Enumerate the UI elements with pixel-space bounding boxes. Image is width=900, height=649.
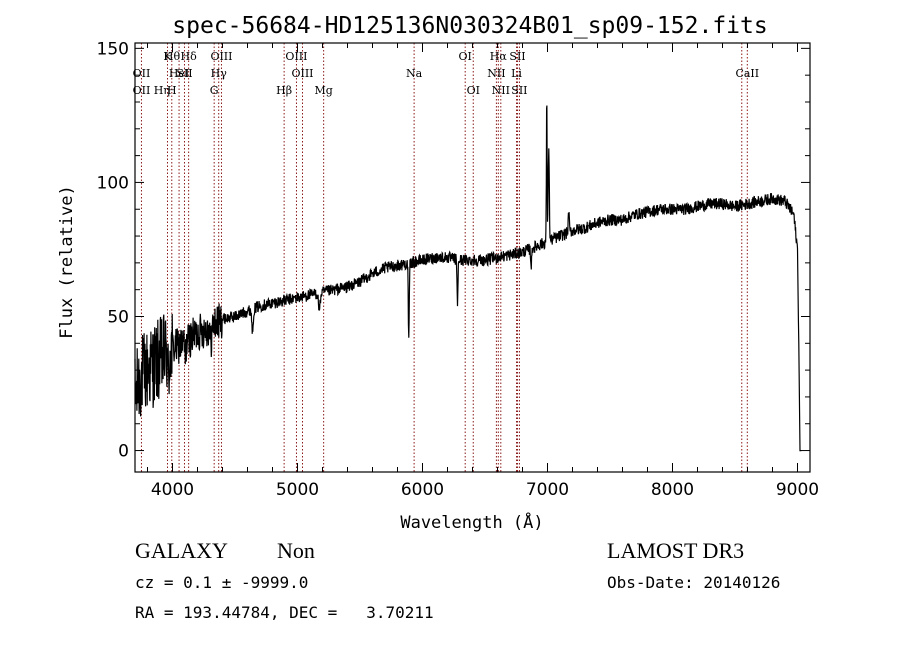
line-label-14: Hβ [276, 84, 292, 97]
y-tick-label-2: 100 [97, 173, 129, 193]
line-label-24: SII [511, 84, 527, 97]
line-label-11: G [210, 84, 219, 97]
line-label-4: HeI [169, 67, 189, 80]
line-label-7: SII [176, 67, 192, 80]
line-label-12: OIII [285, 50, 307, 63]
x-tick-label-1: 5000 [276, 480, 319, 500]
x-tick-label-4: 8000 [651, 480, 694, 500]
flux-series [134, 105, 802, 452]
y-tick-label-1: 50 [107, 307, 129, 327]
y-tick-label-3: 150 [97, 39, 129, 59]
line-label-23: Li [511, 67, 522, 80]
line-label-15: Mg [314, 84, 332, 97]
x-tick-label-3: 7000 [526, 480, 569, 500]
subclass-label: Non [277, 538, 315, 563]
plot-frame [134, 42, 811, 473]
line-label-1: OII [133, 84, 151, 97]
y-tick-label-0: 0 [118, 442, 129, 462]
line-label-9: OIII [210, 50, 232, 63]
line-label-10: Hγ [211, 67, 228, 80]
line-label-22: SII [509, 50, 525, 63]
x-tick-label-0: 4000 [151, 480, 194, 500]
survey-label: LAMOST DR3 [607, 538, 745, 563]
coordinates-line: RA = 193.44784, DEC = 3.70211 [135, 603, 434, 622]
y-axis-label: Flux (relative) [57, 185, 77, 339]
line-label-layer: OII OII Hθ Hη HeI K H SII Hδ OIII Hγ G OIII OIII Hβ Mg N… [133, 50, 760, 97]
line-label-25: CaII [735, 67, 759, 80]
obs-date-line: Obs-Date: 20140126 [607, 573, 781, 592]
redshift-line: cz = 0.1 ± -9999.0 [135, 573, 309, 592]
line-label-18: OI [467, 84, 480, 97]
line-label-6: H [167, 84, 177, 97]
line-label-21: NII [492, 84, 510, 97]
x-axis-label: Wavelength (Å) [400, 511, 543, 533]
line-label-8: Hδ [181, 50, 198, 63]
x-tick-label-5: 9000 [776, 480, 819, 500]
line-label-0: OII [133, 67, 151, 80]
axis-ticks: 4000 5000 6000 7000 8000 9000 0 50 100 150 [97, 39, 820, 500]
chart-title: spec-56684-HD125136N030324B01_sp09-152.f… [172, 13, 767, 39]
line-label-19: Hα [490, 50, 508, 63]
line-label-16: Na [406, 67, 423, 80]
x-tick-label-2: 6000 [401, 480, 444, 500]
line-label-13: OIII [291, 67, 313, 80]
classification-label: GALAXY [135, 538, 228, 563]
line-label-2: Hθ [164, 50, 181, 63]
line-label-20: NII [487, 67, 505, 80]
line-label-17: OI [459, 50, 472, 63]
line-label-5: K [163, 50, 172, 63]
line-label-3: Hη [154, 84, 170, 97]
